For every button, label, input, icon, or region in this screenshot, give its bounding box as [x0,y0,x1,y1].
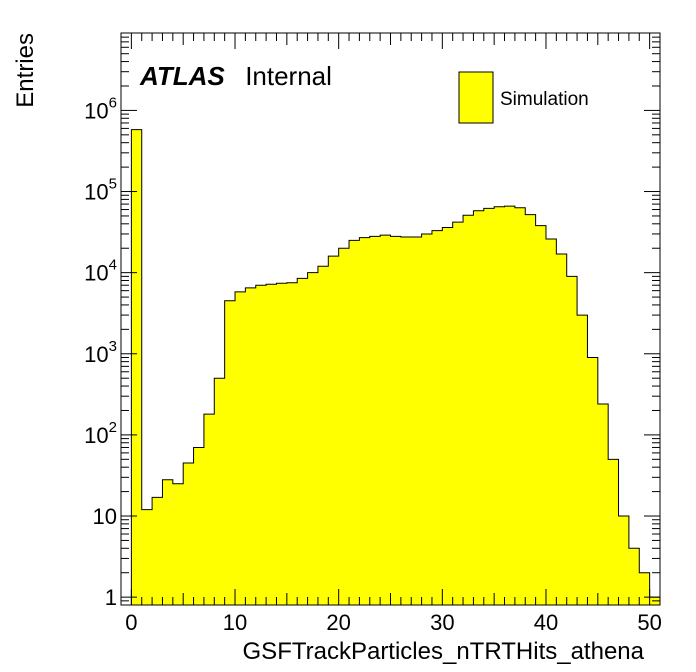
atlas-label-internal: Internal [245,61,332,91]
y-tick-label: 102 [84,419,117,448]
histogram-bar [566,276,578,605]
histogram-bar [255,285,267,605]
histogram-bar [504,206,516,605]
histogram-bar [442,227,453,605]
histogram-bar [214,378,225,605]
histogram-bar [359,237,371,606]
histogram-bar [297,278,308,605]
histogram-bar [152,497,163,605]
legend-label-simulation: Simulation [500,89,589,110]
y-tick-label-exponent: 3 [109,338,117,355]
y-tick-label-base: 10 [84,180,108,205]
histogram-bar [286,282,298,605]
histogram-bar [141,509,153,605]
histogram-bar [317,266,329,605]
y-tick-label: 105 [84,176,117,205]
histogram-bar [369,236,381,606]
x-tick-label: 50 [637,610,661,635]
histogram-bar [587,357,599,605]
histogram-bar [421,233,433,606]
histogram-bars [131,129,661,606]
histogram-bar [224,300,236,605]
histogram-bar [577,315,588,605]
histogram-bar [338,248,350,606]
y-tick-label-exponent: 4 [109,257,117,274]
y-tick-label: 106 [84,94,117,123]
y-tick-label-exponent: 5 [109,176,117,193]
histogram-bar [400,237,412,605]
histogram-bar [380,235,391,605]
histogram-bar [193,447,205,605]
legend: Simulation [458,71,589,124]
y-tick-label-base: 10 [93,504,117,529]
histogram-bar [618,516,630,605]
histogram-bar [494,206,505,605]
y-tick-label: 1 [105,585,117,610]
histogram-bar [452,222,464,606]
histogram-bar [235,291,246,605]
histogram-bar [514,207,526,606]
histogram-bar [390,236,402,606]
y-tick-label-exponent: 2 [109,419,117,436]
y-tick-label-exponent: 6 [109,94,117,111]
histogram-bar [276,283,288,605]
x-tick-label: 40 [534,610,558,635]
histogram-bar [431,230,443,605]
histogram-bar [183,463,194,605]
histogram-bar [525,214,536,606]
histogram-bar [349,240,360,605]
histogram-bar [131,129,143,605]
y-tick-label: 10 [93,504,117,529]
x-tick-label: 0 [125,610,137,635]
histogram-bar [411,237,422,605]
y-tick-label: 103 [84,338,117,367]
atlas-label-bold: ATLAS [139,61,225,91]
histogram-bar [483,208,495,605]
histogram-bar [245,287,257,605]
histogram-bar [266,284,277,605]
x-tick-label: 30 [430,610,454,635]
histogram-bar [473,210,485,605]
histogram-bar [545,238,557,605]
histogram-bar [628,548,640,605]
histogram-bar [328,256,339,605]
y-tick-label-base: 10 [84,98,108,123]
axis-ticks [120,32,661,606]
histogram-bar [639,572,650,605]
y-tick-label-base: 1 [105,585,117,610]
x-tick-labels: 0 10 20 30 40 50 [125,610,662,635]
y-tick-label: 104 [84,257,117,286]
y-tick-label-base: 10 [84,342,108,367]
y-tick-label-base: 10 [84,423,108,448]
histogram-bar [307,272,319,605]
histogram-bar [535,225,547,606]
x-tick-label: 10 [223,610,247,635]
y-axis-title: Entries [12,33,39,108]
x-tick-label: 20 [326,610,350,635]
histogram-outline [121,129,660,606]
y-tick-label-base: 10 [84,261,108,286]
legend-swatch-simulation [458,71,494,124]
histogram-bar [608,459,619,605]
histogram-bar [203,414,215,605]
histogram-bar [172,483,184,605]
histogram-bar [162,479,174,605]
atlas-label: ATLAS Internal [139,61,332,91]
histogram-bar [463,215,474,605]
histogram-bar [597,404,609,605]
x-axis-title: GSFTrackParticles_nTRTHits_athena [243,638,645,665]
histogram-bar [556,253,568,605]
